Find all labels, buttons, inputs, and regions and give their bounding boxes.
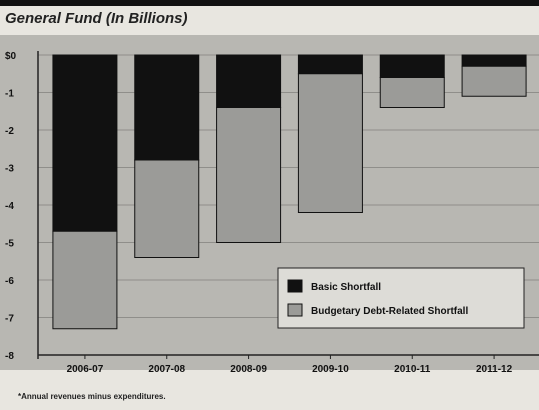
bar-basic-shortfall	[134, 54, 200, 161]
footnote: *Annual revenues minus expenditures.	[18, 392, 166, 401]
y-tick-label: -8	[5, 351, 14, 362]
bar-basic-shortfall	[297, 54, 363, 75]
y-tick-label: -6	[5, 276, 14, 287]
y-tick-label: -4	[5, 201, 14, 212]
bar-debt-related-shortfall	[379, 77, 445, 108]
legend-label-debt: Budgetary Debt-Related Shortfall	[311, 306, 468, 317]
y-tick-label: -5	[5, 239, 14, 250]
x-tick-label: 2007-08	[148, 364, 185, 375]
legend-box	[277, 267, 525, 329]
y-tick-label: -7	[5, 314, 14, 325]
x-tick-label: 2010-11	[394, 364, 431, 375]
legend-swatch-basic	[287, 279, 303, 293]
bar-basic-shortfall	[216, 54, 282, 108]
top-rule	[0, 0, 539, 6]
bar-basic-shortfall	[461, 54, 527, 67]
bar-debt-related-shortfall	[134, 159, 200, 258]
bar-basic-shortfall	[379, 54, 445, 78]
x-tick-label: 2009-10	[312, 364, 349, 375]
bar-debt-related-shortfall	[52, 230, 118, 330]
y-tick-label: -2	[5, 126, 14, 137]
bar-basic-shortfall	[52, 54, 118, 232]
x-tick-label: 2008-09	[230, 364, 267, 375]
bar-debt-related-shortfall	[461, 65, 527, 97]
x-tick-label: 2011-12	[476, 364, 513, 375]
chart-title: General Fund (In Billions)	[5, 10, 188, 27]
y-tick-label: $0	[5, 51, 17, 62]
legend-swatch-debt	[287, 303, 303, 317]
y-tick-label: -3	[5, 164, 14, 175]
bar-debt-related-shortfall	[216, 107, 282, 243]
x-tick-label: 2006-07	[67, 364, 104, 375]
y-tick-label: -1	[5, 89, 14, 100]
bar-debt-related-shortfall	[297, 73, 363, 213]
legend-label-basic: Basic Shortfall	[311, 282, 381, 293]
